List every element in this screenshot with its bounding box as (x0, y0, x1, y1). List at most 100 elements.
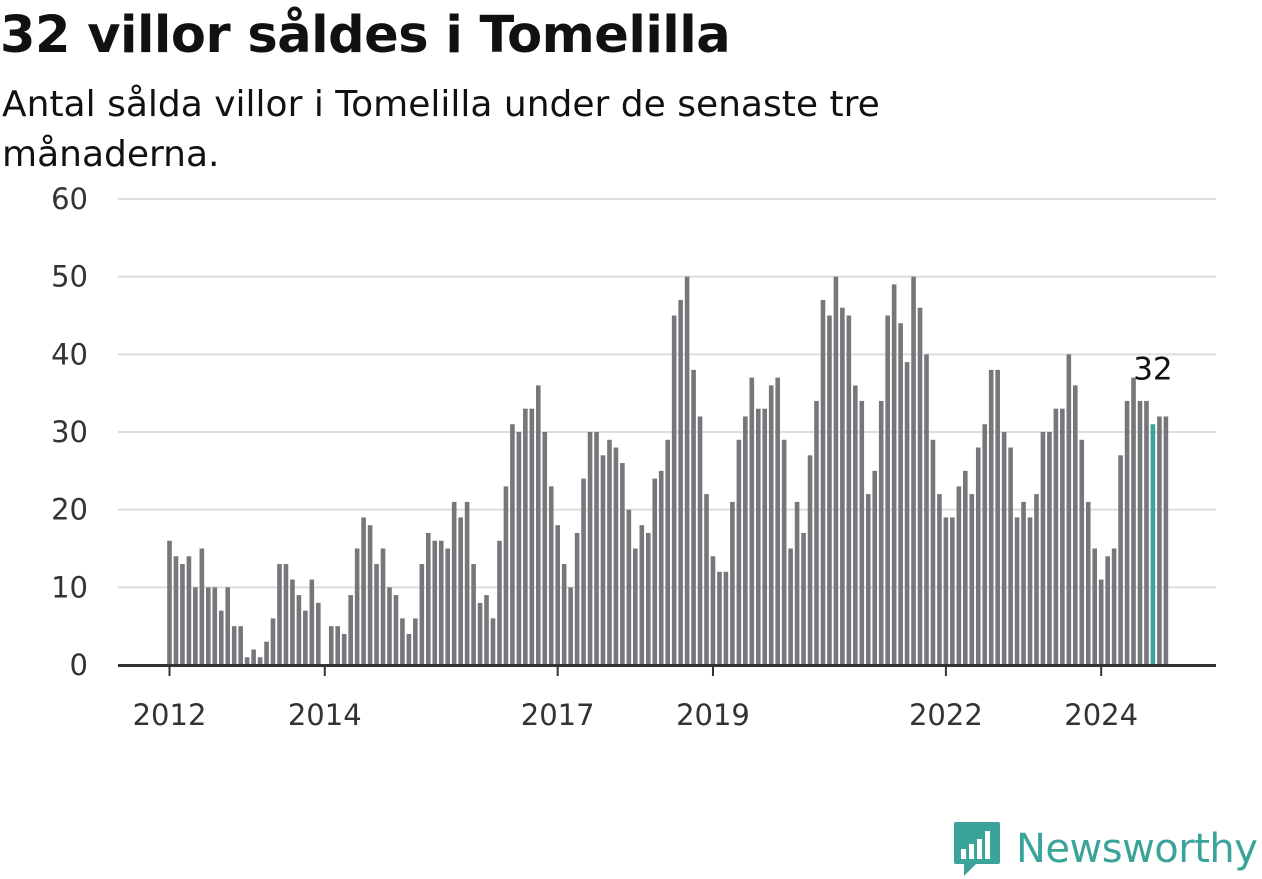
x-tick-label: 2017 (521, 698, 595, 732)
bar (794, 501, 800, 665)
bar (710, 556, 716, 665)
bar (490, 618, 496, 665)
bar (1118, 455, 1123, 665)
bar (762, 408, 768, 665)
bar (963, 470, 968, 665)
x-tick-label: 2022 (909, 698, 983, 732)
bar (943, 517, 949, 665)
bar (186, 556, 192, 665)
highlight-bar (1150, 424, 1156, 665)
x-tick-label: 2024 (1064, 698, 1138, 732)
bar (303, 610, 308, 665)
bar (548, 486, 554, 665)
y-tick-label: 0 (70, 648, 88, 682)
bar (730, 501, 735, 665)
bar (1092, 548, 1098, 665)
bar (691, 369, 696, 665)
bar (283, 564, 289, 665)
bar (827, 315, 832, 665)
bar (503, 486, 509, 665)
bar (426, 532, 431, 665)
bar (445, 548, 451, 665)
bar (781, 439, 787, 665)
bar (316, 602, 321, 665)
bar (1085, 501, 1091, 665)
bar (743, 416, 748, 665)
y-axis-ticks: 0 10 20 30 40 50 60 (51, 182, 88, 682)
bar (497, 540, 502, 665)
bar (1066, 354, 1072, 665)
bar (212, 587, 218, 665)
bar (865, 494, 871, 665)
bar (684, 276, 690, 665)
bar (354, 548, 360, 665)
bar (924, 354, 929, 665)
bar (898, 323, 903, 665)
y-tick-label: 10 (51, 570, 88, 604)
bar (406, 633, 412, 665)
bar (341, 633, 347, 665)
bar-chart-pin-icon (954, 822, 1000, 876)
bar (613, 447, 619, 665)
bar (438, 540, 444, 665)
bar (956, 486, 962, 665)
bar (988, 369, 994, 665)
bar (193, 587, 198, 665)
bar (309, 579, 315, 665)
bar (859, 400, 865, 665)
bar (387, 587, 392, 665)
bar (872, 470, 878, 665)
bar (335, 626, 341, 665)
bar (678, 299, 683, 665)
bar (1021, 501, 1026, 665)
bar (891, 284, 897, 665)
bar (755, 408, 761, 665)
bar (1014, 517, 1020, 665)
bar (225, 587, 231, 665)
bar (1163, 416, 1169, 665)
bar (471, 564, 476, 665)
bar (1047, 432, 1052, 665)
bar (995, 369, 1000, 665)
bar (814, 400, 819, 665)
bar (568, 587, 573, 665)
bar (374, 564, 379, 665)
bar (704, 494, 709, 665)
newsworthy-logo: Newsworthy (952, 820, 1258, 878)
x-tick-label: 2019 (676, 698, 750, 732)
bar (419, 564, 425, 665)
bar (167, 540, 172, 665)
bar (950, 517, 955, 665)
bar (639, 525, 645, 665)
bar (238, 626, 243, 665)
bar (581, 478, 586, 665)
bar (1079, 439, 1085, 665)
bar (969, 494, 975, 665)
y-tick-label: 50 (51, 260, 88, 294)
bar (878, 400, 884, 665)
bar (290, 579, 295, 665)
bar (328, 626, 334, 665)
bar (911, 276, 916, 665)
bar (542, 432, 548, 665)
bar (561, 564, 567, 665)
bar (885, 315, 890, 665)
bar (555, 525, 560, 665)
bar (206, 587, 211, 665)
highlight-value-label: 32 (1133, 351, 1172, 387)
bar (367, 525, 373, 665)
bar (587, 432, 593, 665)
bar (251, 649, 256, 665)
bar (180, 564, 185, 665)
bar (264, 641, 269, 665)
bar (516, 432, 522, 665)
bar (529, 408, 535, 665)
bar (671, 315, 677, 665)
bar (1008, 447, 1013, 665)
bar (477, 602, 483, 665)
bar (413, 618, 418, 665)
bar (464, 501, 470, 665)
bar (620, 463, 625, 665)
bar (400, 618, 405, 665)
bar (1027, 517, 1033, 665)
